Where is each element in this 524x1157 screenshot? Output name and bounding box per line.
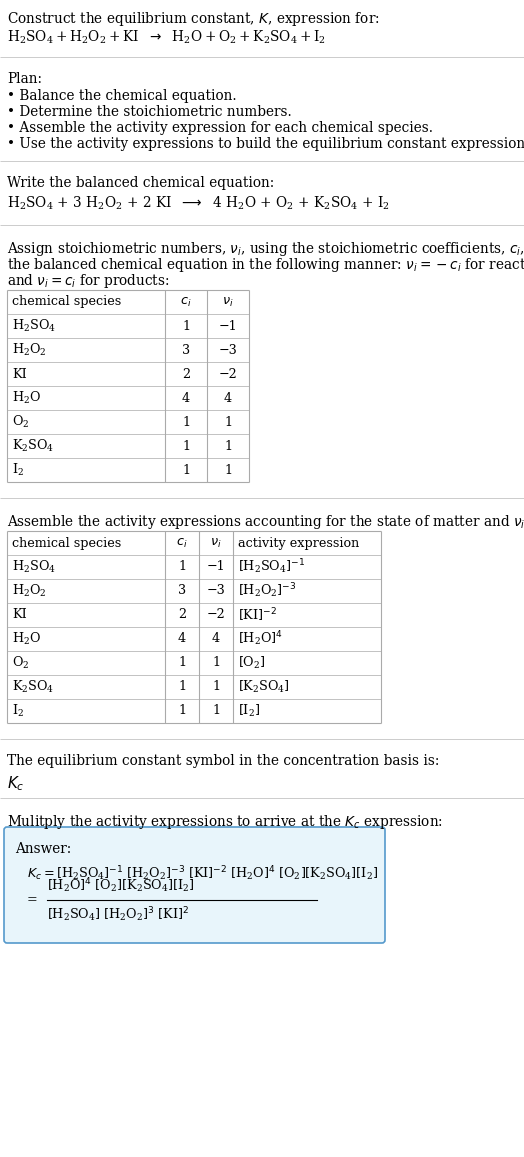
Text: $[\mathdefault{KI}]^{-2}$: $[\mathdefault{KI}]^{-2}$ <box>238 606 277 624</box>
Text: 1: 1 <box>182 319 190 332</box>
Text: 4: 4 <box>224 391 232 405</box>
Text: −2: −2 <box>206 609 225 621</box>
Text: 1: 1 <box>178 680 186 693</box>
Text: $\mathdefault{O_2}$: $\mathdefault{O_2}$ <box>12 414 29 430</box>
Text: Assemble the activity expressions accounting for the state of matter and $\nu_i$: Assemble the activity expressions accoun… <box>7 513 524 531</box>
Text: 1: 1 <box>182 464 190 477</box>
Text: 3: 3 <box>178 584 186 597</box>
Text: $\mathdefault{H_2O}$: $\mathdefault{H_2O}$ <box>12 631 41 647</box>
Text: $\mathdefault{K_2SO_4}$: $\mathdefault{K_2SO_4}$ <box>12 679 54 695</box>
Text: −3: −3 <box>219 344 237 356</box>
Text: • Determine the stoichiometric numbers.: • Determine the stoichiometric numbers. <box>7 105 292 119</box>
Text: $c_i$: $c_i$ <box>180 295 192 309</box>
Text: $[\mathdefault{K_2SO_4}]$: $[\mathdefault{K_2SO_4}]$ <box>238 679 290 695</box>
Text: $\mathdefault{H_2O_2}$: $\mathdefault{H_2O_2}$ <box>12 342 47 358</box>
Text: 1: 1 <box>224 464 232 477</box>
Text: 1: 1 <box>182 415 190 428</box>
Text: 2: 2 <box>178 609 186 621</box>
Text: KI: KI <box>12 609 27 621</box>
Text: $\mathdefault{H_2SO_4 + H_2O_2 + KI}$  $\rightarrow$  $\mathdefault{H_2O + O_2 +: $\mathdefault{H_2SO_4 + H_2O_2 + KI}$ $\… <box>7 29 326 46</box>
Text: $\mathdefault{H_2SO_4}$ + 3 $\mathdefault{H_2O_2}$ + 2 KI  $\longrightarrow$  4 : $\mathdefault{H_2SO_4}$ + 3 $\mathdefaul… <box>7 196 390 213</box>
Text: $[\mathdefault{H_2SO_4}]^{-1}$: $[\mathdefault{H_2SO_4}]^{-1}$ <box>238 558 305 576</box>
Text: −3: −3 <box>206 584 225 597</box>
Text: 1: 1 <box>224 415 232 428</box>
Text: $[\mathdefault{O_2}]$: $[\mathdefault{O_2}]$ <box>238 655 266 671</box>
Text: −1: −1 <box>219 319 237 332</box>
Text: • Balance the chemical equation.: • Balance the chemical equation. <box>7 89 237 103</box>
Text: −2: −2 <box>219 368 237 381</box>
Text: $[\mathdefault{I_2}]$: $[\mathdefault{I_2}]$ <box>238 703 260 718</box>
Text: KI: KI <box>12 368 27 381</box>
Text: 1: 1 <box>178 656 186 670</box>
Text: • Use the activity expressions to build the equilibrium constant expression.: • Use the activity expressions to build … <box>7 137 524 152</box>
Text: • Assemble the activity expression for each chemical species.: • Assemble the activity expression for e… <box>7 121 433 135</box>
Text: The equilibrium constant symbol in the concentration basis is:: The equilibrium constant symbol in the c… <box>7 754 440 768</box>
Text: $\mathdefault{I_2}$: $\mathdefault{I_2}$ <box>12 703 24 718</box>
Text: $[\mathdefault{H_2O}]^4$: $[\mathdefault{H_2O}]^4$ <box>238 629 283 648</box>
Text: Answer:: Answer: <box>15 842 71 856</box>
Text: Plan:: Plan: <box>7 72 42 86</box>
Text: $\mathdefault{H_2O_2}$: $\mathdefault{H_2O_2}$ <box>12 583 47 599</box>
Text: and $\nu_i = c_i$ for products:: and $\nu_i = c_i$ for products: <box>7 272 169 290</box>
Text: $\mathdefault{K_2SO_4}$: $\mathdefault{K_2SO_4}$ <box>12 439 54 454</box>
Text: $c_i$: $c_i$ <box>176 537 188 550</box>
Text: =: = <box>27 893 38 906</box>
Text: $\mathdefault{H_2O}$: $\mathdefault{H_2O}$ <box>12 390 41 406</box>
Text: chemical species: chemical species <box>12 295 121 309</box>
Text: Assign stoichiometric numbers, $\nu_i$, using the stoichiometric coefficients, $: Assign stoichiometric numbers, $\nu_i$, … <box>7 239 524 258</box>
Text: Write the balanced chemical equation:: Write the balanced chemical equation: <box>7 176 274 190</box>
Text: $[\mathdefault{H_2O}]^4\ [\mathdefault{O_2}][\mathdefault{K_2SO_4}][\mathdefault: $[\mathdefault{H_2O}]^4\ [\mathdefault{O… <box>47 876 194 896</box>
Text: 1: 1 <box>182 440 190 452</box>
Text: $\mathdefault{I_2}$: $\mathdefault{I_2}$ <box>12 462 24 478</box>
Text: $\nu_i$: $\nu_i$ <box>222 295 234 309</box>
Text: −1: −1 <box>206 560 225 574</box>
Text: $[\mathdefault{H_2SO_4}]\ [\mathdefault{H_2O_2}]^3\ [\mathdefault{KI}]^2$: $[\mathdefault{H_2SO_4}]\ [\mathdefault{… <box>47 905 189 923</box>
Text: 2: 2 <box>182 368 190 381</box>
Text: Construct the equilibrium constant, $K$, expression for:: Construct the equilibrium constant, $K$,… <box>7 10 380 28</box>
Text: 1: 1 <box>178 705 186 717</box>
Text: $\mathdefault{H_2SO_4}$: $\mathdefault{H_2SO_4}$ <box>12 318 56 334</box>
Text: 1: 1 <box>212 705 220 717</box>
Text: activity expression: activity expression <box>238 537 359 550</box>
Text: 1: 1 <box>178 560 186 574</box>
Text: 4: 4 <box>212 633 220 646</box>
Text: $K_c$: $K_c$ <box>7 774 25 793</box>
Text: $\mathdefault{H_2SO_4}$: $\mathdefault{H_2SO_4}$ <box>12 559 56 575</box>
Text: 4: 4 <box>178 633 186 646</box>
Text: 4: 4 <box>182 391 190 405</box>
Text: $\nu_i$: $\nu_i$ <box>210 537 222 550</box>
Text: 1: 1 <box>212 656 220 670</box>
Text: Mulitply the activity expressions to arrive at the $K_c$ expression:: Mulitply the activity expressions to arr… <box>7 813 443 831</box>
Text: 1: 1 <box>212 680 220 693</box>
Text: the balanced chemical equation in the following manner: $\nu_i = -c_i$ for react: the balanced chemical equation in the fo… <box>7 256 524 274</box>
Text: chemical species: chemical species <box>12 537 121 550</box>
Text: 3: 3 <box>182 344 190 356</box>
Text: $K_c = [\mathdefault{H_2SO_4}]^{-1}\ [\mathdefault{H_2O_2}]^{-3}\ [\mathdefault{: $K_c = [\mathdefault{H_2SO_4}]^{-1}\ [\m… <box>27 864 378 883</box>
Text: $[\mathdefault{H_2O_2}]^{-3}$: $[\mathdefault{H_2O_2}]^{-3}$ <box>238 582 297 600</box>
FancyBboxPatch shape <box>4 827 385 943</box>
Text: 1: 1 <box>224 440 232 452</box>
Text: $\mathdefault{O_2}$: $\mathdefault{O_2}$ <box>12 655 29 671</box>
